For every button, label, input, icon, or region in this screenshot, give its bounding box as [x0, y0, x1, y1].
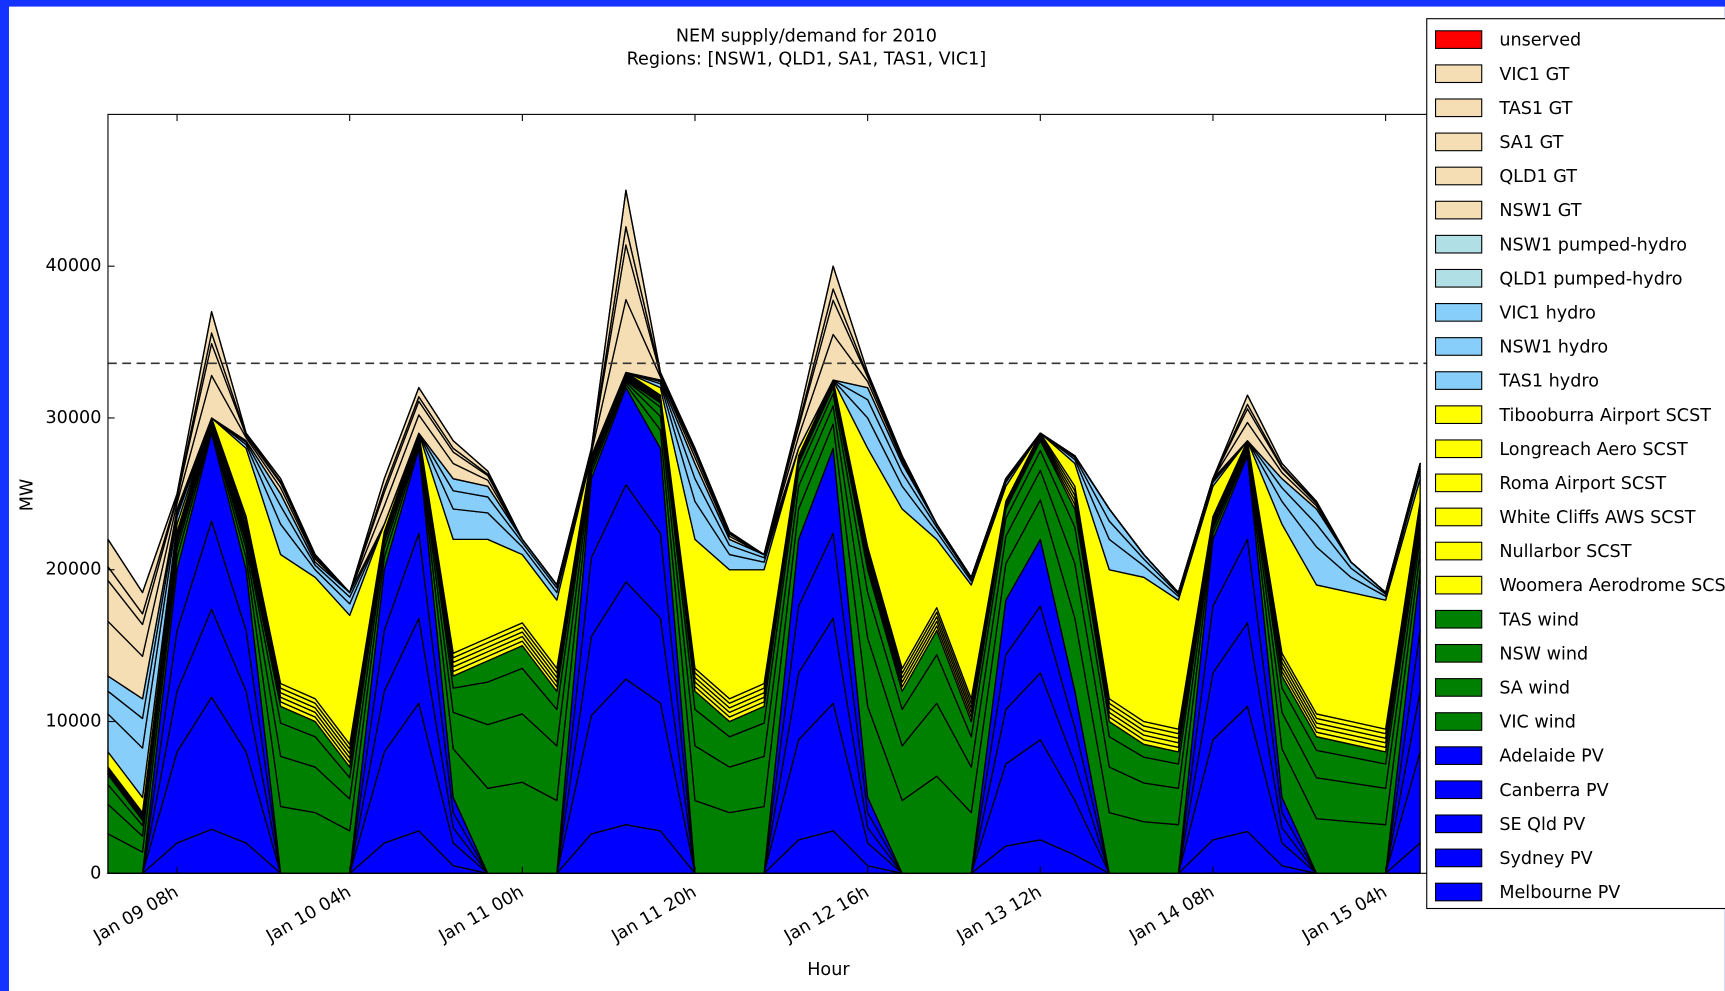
- legend-label: VIC1 hydro: [1499, 303, 1596, 323]
- legend-swatch: [1434, 541, 1483, 561]
- legend-label: QLD1 GT: [1499, 167, 1577, 187]
- legend-label: NSW1 hydro: [1499, 338, 1608, 358]
- legend-swatch: [1434, 439, 1483, 459]
- legend-label: QLD1 pumped-hydro: [1499, 269, 1682, 289]
- legend-label: TAS1 hydro: [1498, 372, 1599, 392]
- chart-subtitle: Regions: [NSW1, QLD1, SA1, TAS1, VIC1]: [627, 49, 987, 69]
- legend-label: TAS1 GT: [1498, 99, 1572, 119]
- legend-swatch: [1434, 64, 1483, 84]
- y-tick-label: 10000: [45, 712, 101, 732]
- y-tick-label: 0: [90, 863, 101, 883]
- legend-label: Canberra PV: [1499, 781, 1608, 801]
- legend-label: Sydney PV: [1499, 849, 1592, 869]
- legend: unserved VIC1 GT TAS1 GT SA1 GT QLD1 GT NSW1 …: [1426, 18, 1725, 910]
- legend-swatch: [1434, 643, 1483, 663]
- legend-label: unserved: [1499, 31, 1581, 51]
- legend-swatch: [1434, 575, 1483, 595]
- legend-label: VIC1 GT: [1499, 65, 1569, 85]
- legend-swatch: [1434, 132, 1483, 152]
- legend-label: Melbourne PV: [1499, 883, 1620, 903]
- legend-swatch: [1434, 166, 1483, 186]
- legend-swatch: [1434, 30, 1483, 49]
- legend-label: Roma Airport SCST: [1499, 474, 1666, 494]
- legend-swatch: [1434, 371, 1483, 390]
- legend-swatch: [1434, 712, 1483, 731]
- y-tick-label: 40000: [45, 256, 101, 276]
- legend-swatch: [1434, 814, 1483, 834]
- legend-swatch: [1434, 234, 1483, 254]
- legend-label: Longreach Aero SCST: [1499, 440, 1688, 460]
- area-layer: [107, 189, 1421, 594]
- chart-title: NEM supply/demand for 2010: [676, 26, 937, 46]
- legend-label: Woomera Aerodrome SCST: [1499, 576, 1725, 596]
- legend-label: NSW wind: [1499, 644, 1588, 664]
- legend-label: TAS wind: [1498, 610, 1579, 630]
- y-tick-label: 30000: [45, 408, 101, 428]
- legend-swatch: [1434, 200, 1483, 220]
- legend-label: Tibooburra Airport SCST: [1498, 406, 1711, 426]
- legend-label: SA1 GT: [1499, 133, 1563, 153]
- legend-swatch: [1434, 405, 1483, 425]
- legend-label: VIC wind: [1499, 713, 1576, 733]
- legend-label: SA wind: [1499, 679, 1570, 699]
- legend-box: [1426, 18, 1725, 910]
- legend-swatch: [1434, 609, 1483, 629]
- legend-swatch: [1434, 337, 1483, 356]
- legend-swatch: [1434, 507, 1483, 527]
- legend-swatch: [1434, 98, 1483, 118]
- legend-label: SE Qld PV: [1499, 815, 1585, 835]
- legend-label: Adelaide PV: [1499, 747, 1603, 767]
- legend-swatch: [1434, 780, 1483, 800]
- legend-swatch: [1434, 473, 1483, 493]
- legend-label: NSW1 GT: [1499, 201, 1581, 221]
- legend-label: White Cliffs AWS SCST: [1499, 508, 1695, 528]
- legend-swatch: [1434, 678, 1483, 697]
- legend-swatch: [1434, 848, 1483, 868]
- legend-swatch: [1434, 268, 1483, 288]
- legend-label: Nullarbor SCST: [1499, 542, 1631, 562]
- x-axis-label: Hour: [807, 960, 850, 980]
- legend-swatch: [1434, 882, 1483, 902]
- y-tick-label: 20000: [45, 560, 101, 580]
- y-axis-label: MW: [18, 479, 38, 512]
- legend-swatch: [1434, 746, 1483, 765]
- legend-label: NSW1 pumped-hydro: [1499, 235, 1687, 255]
- legend-swatch: [1434, 303, 1483, 322]
